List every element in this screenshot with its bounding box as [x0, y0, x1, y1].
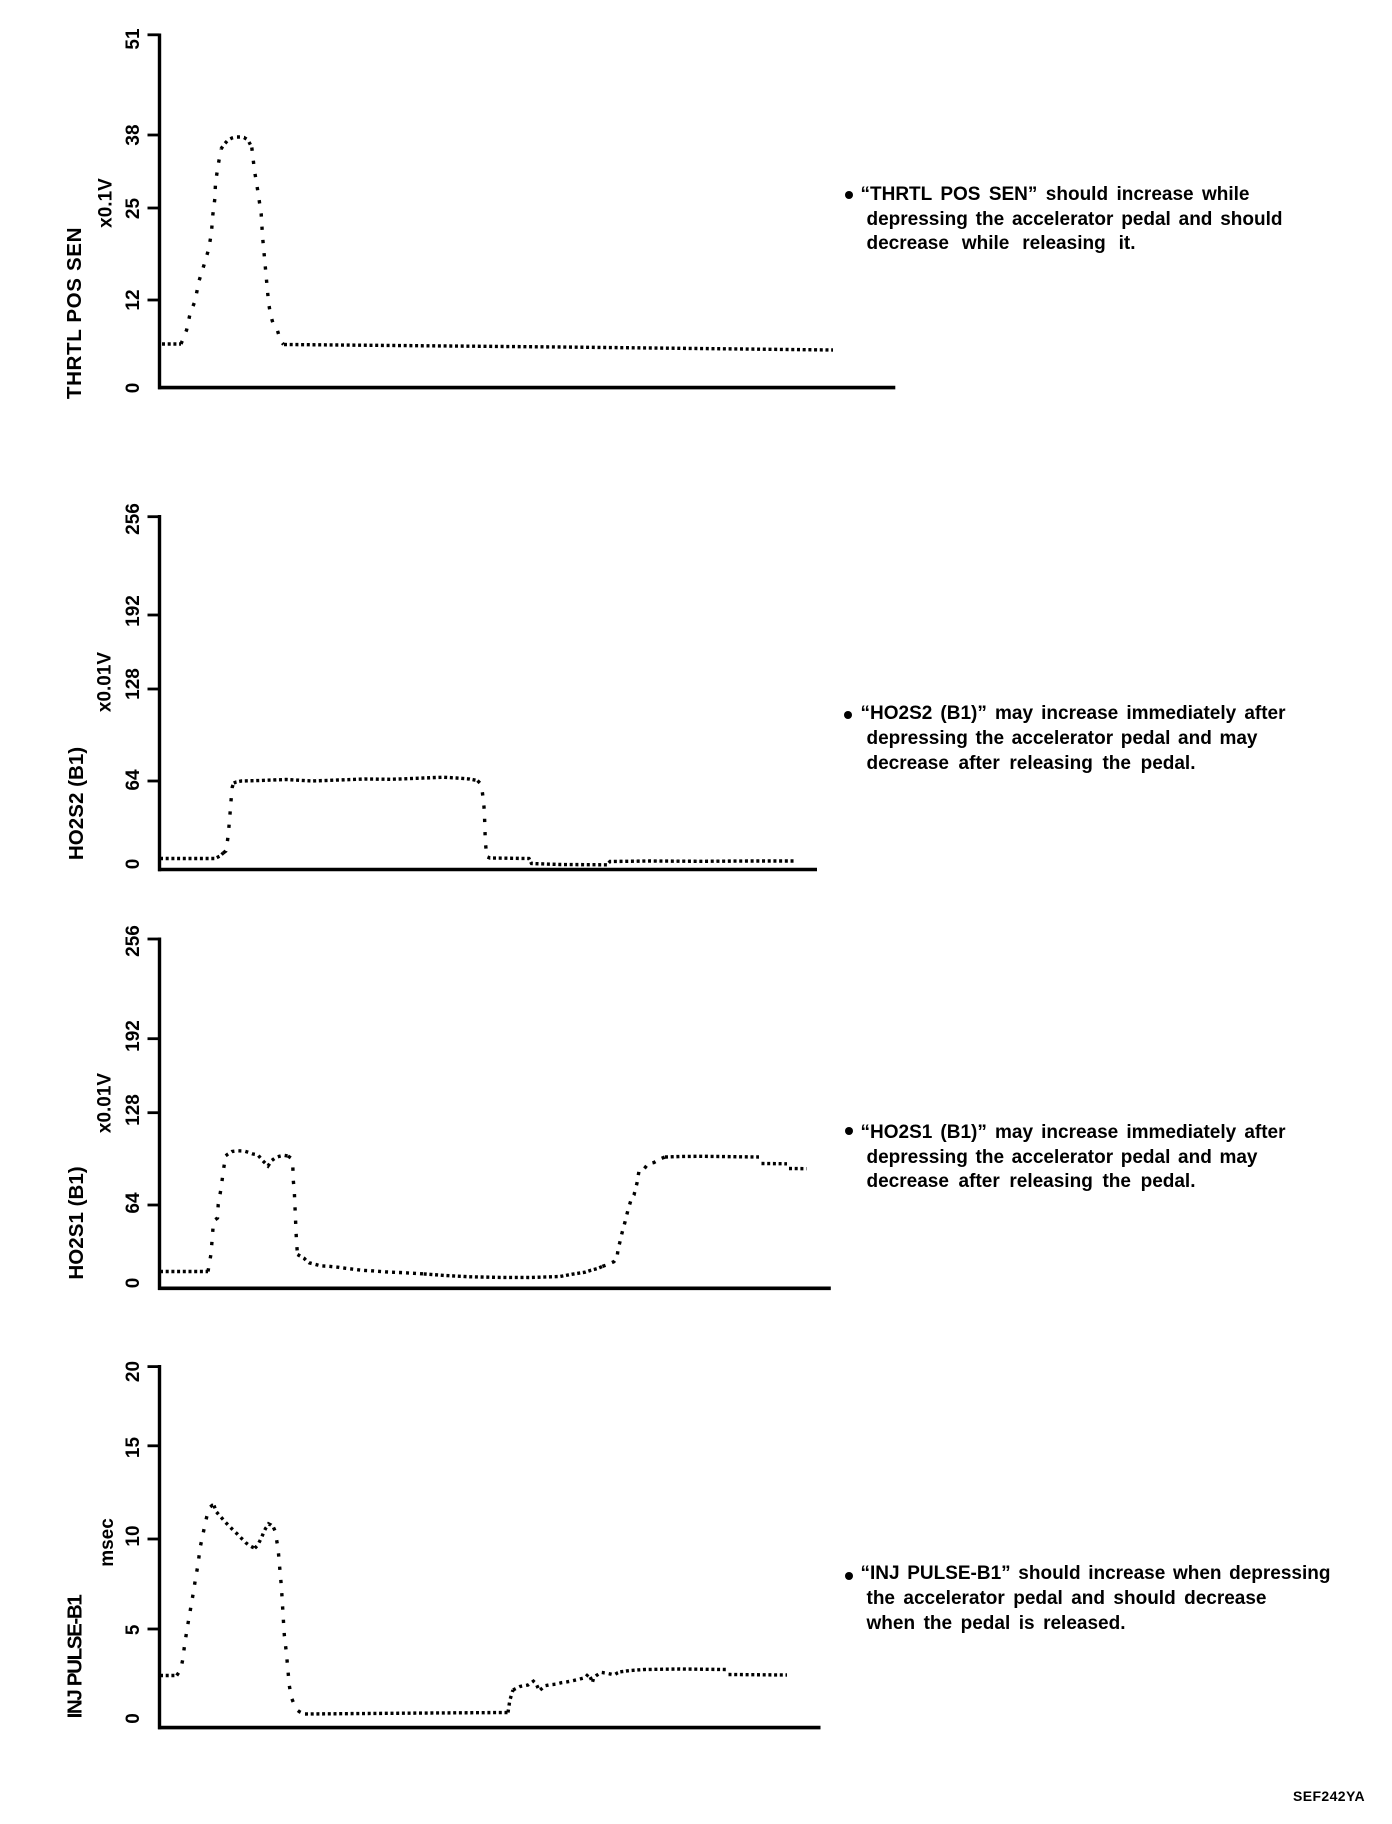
svg-text:0: 0	[123, 1713, 144, 1724]
svg-text:HO2S2 (B1): HO2S2 (B1)	[65, 747, 88, 860]
svg-text:0: 0	[123, 859, 144, 870]
svg-text:12: 12	[123, 289, 144, 310]
svg-text:25: 25	[123, 198, 144, 220]
svg-text:192: 192	[123, 1020, 144, 1052]
svg-text:192: 192	[123, 595, 144, 627]
svg-text:x0.01V: x0.01V	[95, 652, 116, 713]
svg-text:256: 256	[123, 925, 144, 957]
svg-text:64: 64	[123, 1192, 144, 1214]
svg-text:64: 64	[123, 769, 144, 791]
svg-text:HO2S1 (B1): HO2S1 (B1)	[65, 1166, 88, 1279]
svg-text:51: 51	[123, 28, 144, 50]
svg-text:THRTL POS SEN: THRTL POS SEN	[63, 227, 86, 399]
svg-text:x0.01V: x0.01V	[95, 1073, 116, 1134]
svg-text:10: 10	[123, 1525, 144, 1546]
svg-text:38: 38	[123, 124, 144, 145]
svg-text:15: 15	[123, 1437, 144, 1459]
svg-text:0: 0	[123, 1278, 144, 1289]
svg-text:0: 0	[123, 383, 144, 394]
svg-text:20: 20	[123, 1361, 144, 1382]
svg-text:256: 256	[123, 503, 144, 535]
svg-text:msec: msec	[97, 1518, 118, 1567]
svg-text:5: 5	[123, 1624, 144, 1635]
svg-text:INJ PULSE-B1: INJ PULSE-B1	[64, 1595, 87, 1719]
svg-text:x0.1V: x0.1V	[96, 178, 117, 228]
svg-text:128: 128	[123, 668, 144, 700]
svg-text:128: 128	[123, 1094, 144, 1126]
